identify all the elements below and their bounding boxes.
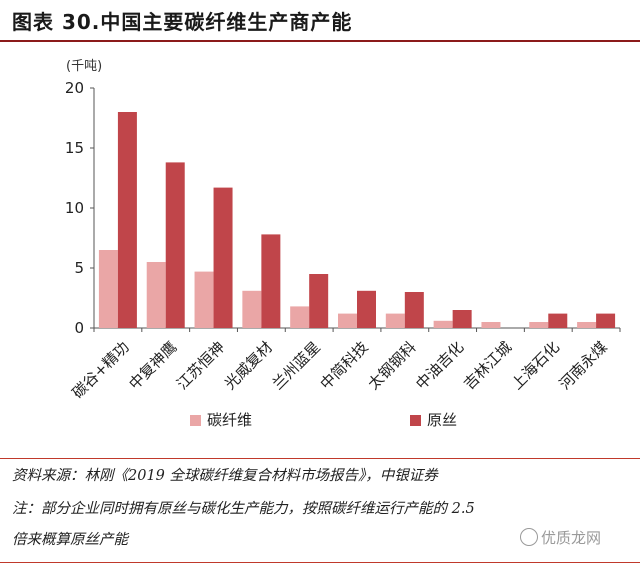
bottom-rule <box>0 562 640 563</box>
x-category-label: 吉林江城 <box>460 338 515 393</box>
bar-carbon-fiber-1 <box>146 262 166 328</box>
bar-carbon-fiber-7 <box>433 320 453 328</box>
x-category-label: 上海石化 <box>508 338 563 393</box>
bar-precursor-4 <box>309 274 329 328</box>
legend-label-1: 原丝 <box>427 411 457 429</box>
x-category-label: 中简科技 <box>317 338 372 393</box>
source-rule <box>0 458 640 459</box>
legend-label-0: 碳纤维 <box>207 411 252 429</box>
bar-carbon-fiber-0 <box>98 250 118 328</box>
bar-precursor-0 <box>117 112 137 328</box>
x-category-label: 太钢钢科 <box>364 338 419 393</box>
y-tick-label: 0 <box>74 319 84 337</box>
bar-precursor-3 <box>261 234 281 328</box>
bar-carbon-fiber-4 <box>290 306 310 328</box>
y-tick-label: 10 <box>65 199 84 217</box>
x-axis-labels: 碳谷+精功中复神鹰江苏恒神光威复材兰州蓝星中简科技太钢钢科中油吉化吉林江城上海石… <box>69 338 611 402</box>
x-category-label: 兰州蓝星 <box>269 338 324 393</box>
x-category-label: 光威复材 <box>221 338 276 393</box>
bar-precursor-9 <box>548 313 568 328</box>
chart-title: 图表 30.中国主要碳纤维生产商产能 <box>12 10 353 34</box>
watermark-text: 优质龙网 <box>541 529 602 547</box>
bar-precursor-1 <box>165 162 185 328</box>
note-line-2: 倍来概算原丝产能 <box>12 532 128 548</box>
bar-precursor-6 <box>404 292 424 328</box>
bar-carbon-fiber-10 <box>577 322 597 328</box>
bars <box>98 112 616 328</box>
bar-chart: (千吨) 0 5 10 15 20 碳谷+精功中复神鹰江苏恒神光威复材兰州蓝星中简科技太… <box>65 59 621 429</box>
bar-carbon-fiber-8 <box>481 322 501 328</box>
bar-precursor-2 <box>213 187 233 328</box>
bar-precursor-7 <box>452 310 472 328</box>
bar-carbon-fiber-5 <box>338 313 357 328</box>
bar-carbon-fiber-3 <box>242 290 262 328</box>
watermark-logo-icon <box>520 528 538 546</box>
bar-carbon-fiber-9 <box>529 322 549 328</box>
bar-carbon-fiber-2 <box>194 271 214 328</box>
bar-precursor-5 <box>357 290 376 328</box>
x-category-label: 河南永煤 <box>556 338 611 393</box>
source-text: 资料来源：林刚《2019 全球碳纤维复合材料市场报告》，中银证券 <box>12 468 438 484</box>
note-line-1: 注：部分企业同时拥有原丝与碳化生产能力，按照碳纤维运行产能的 2.5 <box>12 501 475 517</box>
x-category-label: 中油吉化 <box>412 338 467 393</box>
x-category-label: 碳谷+精功 <box>69 338 133 402</box>
watermark: 优质龙网 <box>520 527 601 548</box>
legend-swatch-1 <box>410 415 421 426</box>
legend: 碳纤维 原丝 <box>190 411 457 429</box>
x-category-label: 江苏恒神 <box>173 338 228 393</box>
x-category-label: 中复神鹰 <box>125 338 180 393</box>
y-tick-label: 20 <box>65 79 84 97</box>
bar-carbon-fiber-6 <box>385 313 405 328</box>
title-rule <box>0 40 640 42</box>
y-tick-label: 15 <box>65 139 84 157</box>
y-tick-label: 5 <box>74 259 84 277</box>
y-axis-unit-label: (千吨) <box>66 59 102 74</box>
legend-swatch-0 <box>190 415 201 426</box>
bar-precursor-10 <box>596 313 616 328</box>
